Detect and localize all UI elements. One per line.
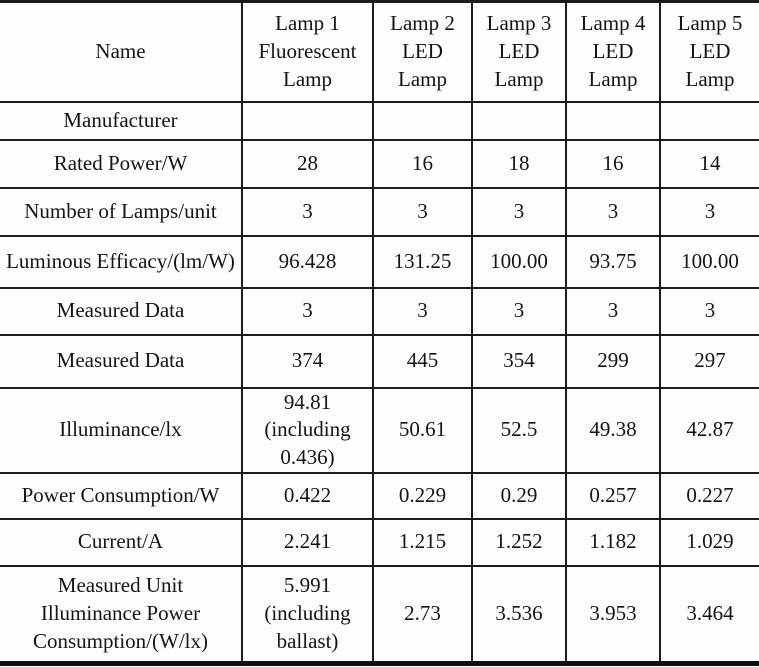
data-cell: 3.536	[471, 564, 567, 667]
row-label: Rated Power/W	[0, 138, 243, 189]
table-row-current: Current/A 2.241 1.215 1.252 1.182 1.029	[0, 517, 759, 567]
data-cell: 3.953	[565, 564, 661, 667]
data-cell: 0.422	[241, 471, 374, 520]
data-cell: 0.229	[372, 471, 473, 520]
table-row-number-of-lamps: Number of Lamps/unit 3 3 3 3 3	[0, 186, 759, 237]
data-cell: 2.73	[372, 564, 473, 667]
column-header-lamp4: Lamp 4 LED Lamp	[565, 0, 661, 103]
data-cell: 18	[471, 138, 567, 189]
data-cell: 16	[372, 138, 473, 189]
data-cell: 5.991 (including ballast)	[241, 564, 374, 667]
data-cell: 100.00	[659, 234, 759, 289]
data-cell: 14	[659, 138, 759, 189]
row-label: Manufacturer	[0, 100, 243, 141]
data-cell: 3	[565, 286, 661, 336]
row-label: Measured Unit Illuminance Power Consumpt…	[0, 564, 243, 667]
data-cell: 354	[471, 333, 567, 389]
data-cell: 0.29	[471, 471, 567, 520]
data-cell: 93.75	[565, 234, 661, 289]
data-cell: 3	[372, 286, 473, 336]
data-cell: 1.029	[659, 517, 759, 567]
row-label: Illuminance/lx	[0, 386, 243, 474]
data-cell: 16	[565, 138, 661, 189]
row-label: Measured Data	[0, 286, 243, 336]
data-cell: 3	[372, 186, 473, 237]
data-cell: 2.241	[241, 517, 374, 567]
data-cell: 100.00	[471, 234, 567, 289]
header-name-cell: Name	[0, 0, 243, 103]
data-cell: 28	[241, 138, 374, 189]
table-row-illuminance: Illuminance/lx 94.81 (including 0.436) 5…	[0, 386, 759, 474]
table-row-unit-illuminance-power: Measured Unit Illuminance Power Consumpt…	[0, 564, 759, 667]
data-cell	[372, 100, 473, 141]
data-cell: 1.252	[471, 517, 567, 567]
data-cell	[241, 100, 374, 141]
table-row-measured-data-2: Measured Data 374 445 354 299 297	[0, 333, 759, 389]
data-cell: 0.227	[659, 471, 759, 520]
table-header-row: Name Lamp 1 Fluorescent Lamp Lamp 2 LED …	[0, 0, 759, 103]
data-cell: 1.182	[565, 517, 661, 567]
data-cell: 299	[565, 333, 661, 389]
table-row-power-consumption: Power Consumption/W 0.422 0.229 0.29 0.2…	[0, 471, 759, 520]
column-header-lamp1: Lamp 1 Fluorescent Lamp	[241, 0, 374, 103]
column-header-lamp2: Lamp 2 LED Lamp	[372, 0, 473, 103]
data-cell: 3	[565, 186, 661, 237]
data-cell: 1.215	[372, 517, 473, 567]
row-label: Power Consumption/W	[0, 471, 243, 520]
data-cell: 3	[659, 186, 759, 237]
table-row-luminous-efficacy: Luminous Efficacy/(lm/W) 96.428 131.25 1…	[0, 234, 759, 289]
data-cell: 94.81 (including 0.436)	[241, 386, 374, 474]
row-label: Measured Data	[0, 333, 243, 389]
data-cell: 50.61	[372, 386, 473, 474]
data-cell	[659, 100, 759, 141]
row-label: Luminous Efficacy/(lm/W)	[0, 234, 243, 289]
column-header-lamp3: Lamp 3 LED Lamp	[471, 0, 567, 103]
data-cell: 3	[241, 286, 374, 336]
data-cell: 52.5	[471, 386, 567, 474]
data-cell: 297	[659, 333, 759, 389]
data-cell: 374	[241, 333, 374, 389]
table-row-rated-power: Rated Power/W 28 16 18 16 14	[0, 138, 759, 189]
row-label: Current/A	[0, 517, 243, 567]
row-label: Number of Lamps/unit	[0, 186, 243, 237]
data-cell: 3.464	[659, 564, 759, 667]
data-cell	[565, 100, 661, 141]
table-row-manufacturer: Manufacturer	[0, 100, 759, 141]
data-cell: 0.257	[565, 471, 661, 520]
data-cell: 42.87	[659, 386, 759, 474]
data-cell: 3	[471, 186, 567, 237]
data-cell: 3	[471, 286, 567, 336]
data-cell: 131.25	[372, 234, 473, 289]
data-cell: 96.428	[241, 234, 374, 289]
data-cell	[471, 100, 567, 141]
data-cell: 49.38	[565, 386, 661, 474]
data-cell: 3	[241, 186, 374, 237]
column-header-lamp5: Lamp 5 LED Lamp	[659, 0, 759, 103]
data-cell: 3	[659, 286, 759, 336]
table-row-measured-data-1: Measured Data 3 3 3 3 3	[0, 286, 759, 336]
data-cell: 445	[372, 333, 473, 389]
